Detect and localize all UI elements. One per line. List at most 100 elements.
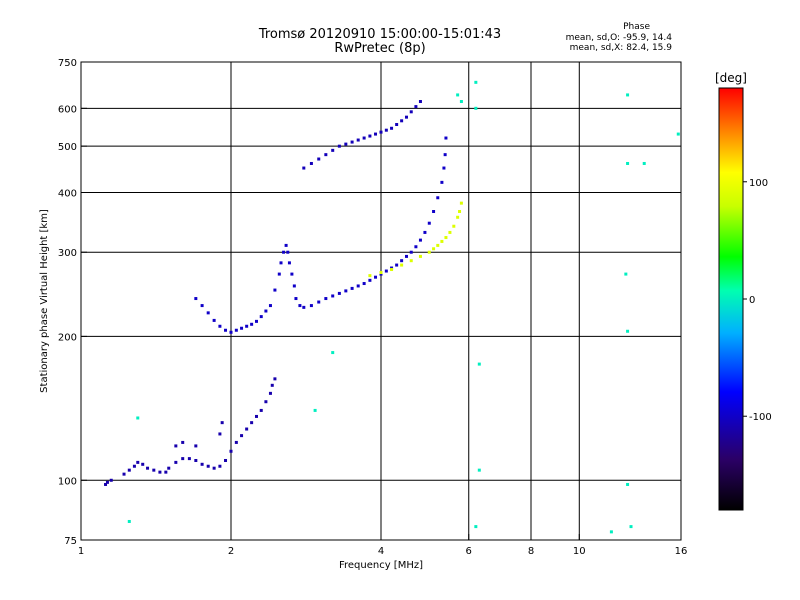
echo-point	[220, 421, 224, 425]
echo-point	[218, 464, 222, 468]
echo-point	[132, 464, 136, 468]
echo-point	[234, 440, 238, 444]
echo-point	[273, 288, 277, 292]
echo-point	[259, 408, 263, 412]
echo-point	[277, 272, 281, 276]
y-tick-label: 400	[58, 188, 77, 199]
x-axis-ticks: 1 2 4 6 8 10 16	[78, 534, 688, 557]
x-tick-label: 10	[573, 546, 586, 557]
echo-point	[292, 284, 296, 288]
echo-point	[368, 134, 372, 138]
y-tick-label: 75	[64, 536, 77, 547]
echo-point	[368, 274, 372, 278]
phase-stats-o: mean, sd,O: -95.9, 14.4	[565, 33, 672, 43]
echo-point	[331, 294, 335, 298]
echo-point	[174, 444, 178, 448]
y-tick-label: 200	[58, 332, 77, 343]
echo-point	[174, 460, 178, 464]
echo-point	[250, 421, 254, 425]
echo-point	[400, 119, 404, 123]
echo-point	[122, 472, 126, 476]
echo-point	[294, 297, 298, 301]
echo-point	[432, 247, 436, 251]
echo-point	[626, 161, 630, 165]
echo-point	[218, 432, 222, 436]
echo-point	[270, 383, 274, 387]
echo-point	[229, 449, 233, 453]
echo-point	[146, 466, 150, 470]
echo-point	[298, 304, 302, 308]
chart-subtitle: RwPretec (8p)	[334, 41, 426, 56]
echo-point	[350, 286, 354, 290]
echo-point	[264, 309, 268, 313]
echo-point	[458, 210, 462, 214]
echo-point	[400, 263, 404, 267]
echo-point	[337, 144, 341, 148]
echo-point	[224, 328, 228, 332]
echo-point	[452, 224, 456, 228]
echo-point	[474, 80, 478, 84]
echo-point	[313, 408, 317, 412]
echo-point	[268, 391, 272, 395]
echo-point	[390, 126, 394, 130]
echo-point	[456, 93, 460, 97]
echo-point	[414, 105, 418, 109]
echo-point	[362, 136, 366, 140]
colorbar-tick-label: 0	[749, 295, 755, 306]
echo-point	[477, 362, 481, 366]
echo-point	[331, 351, 335, 355]
phase-stats-header: Phase	[623, 22, 650, 32]
x-tick-label: 4	[378, 546, 384, 557]
echo-point	[181, 457, 185, 461]
x-tick-label: 6	[466, 546, 472, 557]
echo-point	[284, 243, 288, 247]
x-tick-label: 16	[675, 546, 688, 557]
echo-point	[384, 128, 388, 132]
echo-point	[136, 460, 140, 464]
echo-point	[444, 136, 448, 140]
phase-colorbar: [deg] 100 0 -100	[715, 71, 772, 511]
echo-point	[379, 272, 383, 276]
y-tick-label: 600	[58, 104, 77, 115]
y-tick-label: 300	[58, 248, 77, 259]
echo-point	[344, 142, 348, 146]
echo-point	[152, 468, 156, 472]
echo-point	[626, 329, 630, 333]
echo-point	[368, 278, 372, 282]
x-tick-label: 1	[78, 546, 84, 557]
echo-point	[642, 161, 646, 165]
echo-point	[443, 153, 447, 157]
echo-point	[282, 250, 286, 254]
echo-point	[423, 230, 427, 234]
echo-point	[400, 259, 404, 263]
echo-point	[109, 478, 113, 482]
echo-point	[218, 324, 222, 328]
echo-point	[418, 254, 422, 258]
echo-point	[456, 215, 460, 219]
echo-point	[474, 106, 478, 110]
echo-point	[245, 427, 249, 431]
echo-point	[459, 100, 463, 104]
echo-point	[409, 250, 413, 254]
echo-point	[309, 161, 313, 165]
echo-point	[395, 123, 399, 127]
chart-title: Tromsø 20120910 15:00:00-15:01:43	[258, 27, 502, 42]
x-axis-label: Frequency [MHz]	[339, 560, 423, 571]
echo-point	[317, 300, 321, 304]
echo-point	[302, 305, 306, 309]
echo-point	[440, 180, 444, 184]
echo-point	[206, 464, 210, 468]
echo-point	[127, 519, 131, 523]
echo-point	[444, 236, 448, 240]
echo-point	[362, 282, 366, 286]
phase-stats-x: mean, sd,X: 82.4, 15.9	[569, 43, 672, 53]
colorbar-tick-label: -100	[749, 412, 772, 423]
echo-point	[302, 166, 306, 170]
echo-point	[245, 324, 249, 328]
echo-point	[240, 326, 244, 330]
echo-point	[626, 93, 630, 97]
echo-point	[250, 322, 254, 326]
echo-point	[212, 318, 216, 322]
echo-point	[290, 272, 294, 276]
colorbar-tick-label: 100	[749, 178, 768, 189]
